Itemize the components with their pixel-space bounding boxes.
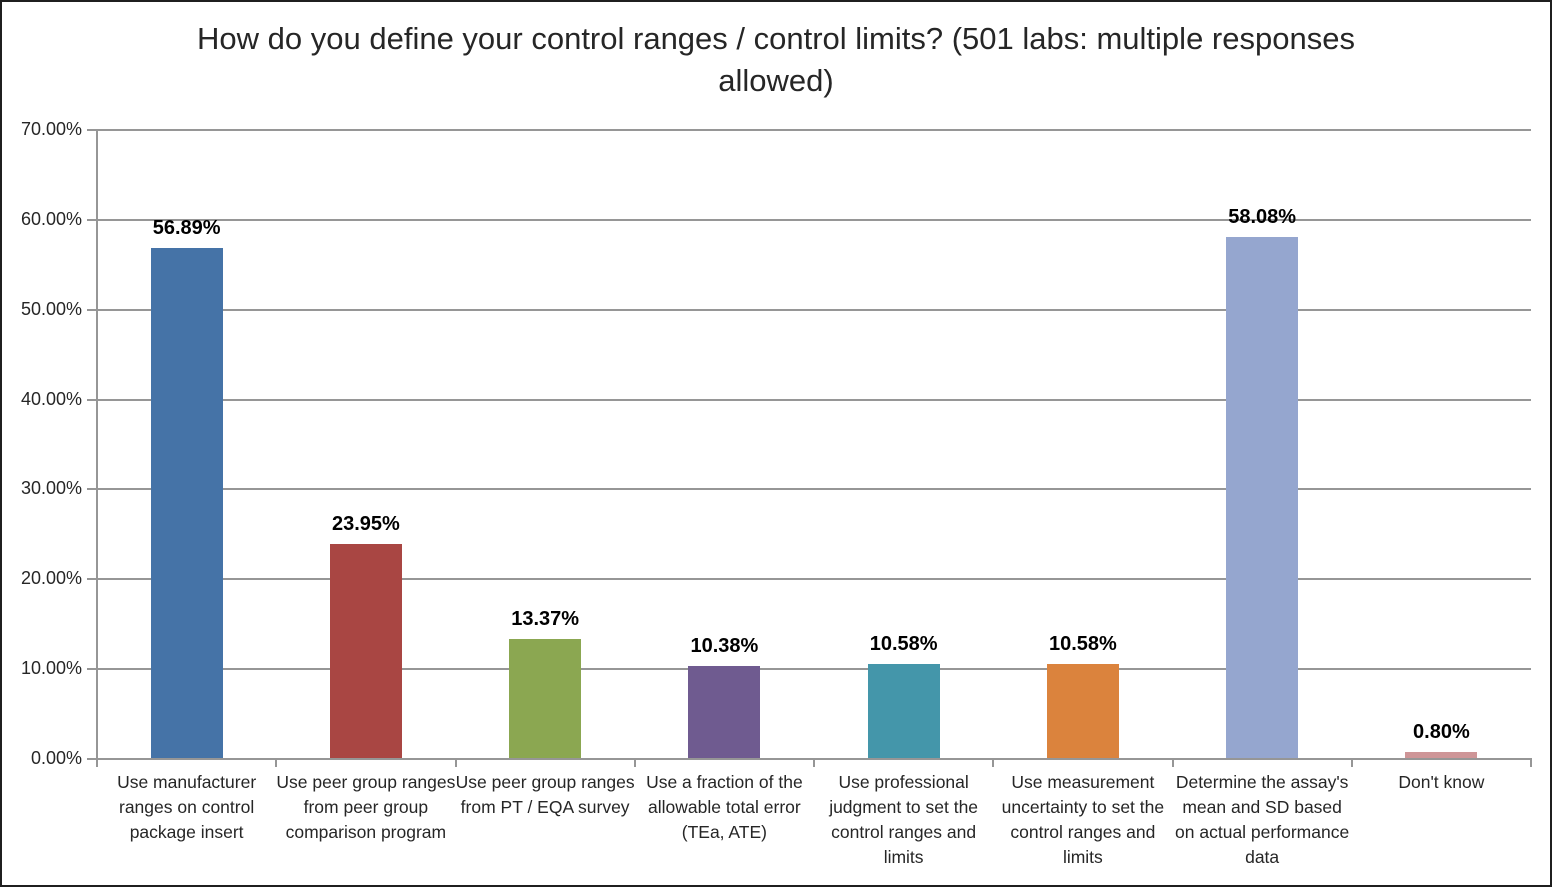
x-axis-tick — [633, 759, 636, 767]
gridline — [97, 578, 1531, 581]
value-label: 23.95% — [331, 512, 400, 535]
gridline — [97, 129, 1531, 131]
category-label: Use peer group ranges from peer group co… — [276, 772, 456, 842]
y-axis-tick-label: 60.00% — [20, 208, 82, 229]
y-axis-tick-label: 50.00% — [20, 298, 82, 319]
bar-1 — [150, 247, 223, 759]
y-axis-tick — [87, 578, 97, 581]
x-axis-tick — [992, 759, 995, 767]
gridline — [97, 398, 1531, 401]
y-axis-tick — [87, 668, 97, 671]
x-axis-tick — [1350, 759, 1353, 767]
x-axis-tick — [813, 759, 815, 767]
bar-2 — [329, 543, 402, 759]
y-axis-tick-label: 40.00% — [20, 388, 82, 409]
value-label: 56.89% — [152, 216, 221, 239]
category-label: Use professional judgment to set the con… — [829, 772, 979, 867]
value-label: 10.58% — [1048, 632, 1117, 655]
value-label: 0.80% — [1413, 720, 1470, 743]
category-label: Use measurement uncertainty to set the c… — [1001, 772, 1165, 867]
y-axis-tick — [87, 398, 97, 401]
y-axis-tick — [87, 758, 97, 760]
bar-6 — [1046, 663, 1119, 759]
x-axis-tick — [275, 759, 278, 767]
x-axis-tick — [96, 759, 98, 767]
x-axis-tick — [1171, 759, 1174, 767]
x-axis-tick — [454, 759, 457, 767]
bar-3 — [509, 638, 582, 759]
category-label: Don't know — [1398, 772, 1485, 792]
gridline — [97, 668, 1531, 671]
y-axis-tick-label: 0.00% — [30, 748, 82, 768]
y-axis-tick-label: 20.00% — [20, 568, 82, 589]
gridline — [97, 488, 1531, 491]
bar-4 — [688, 665, 761, 759]
y-axis-tick-label: 70.00% — [20, 119, 82, 139]
y-axis-tick — [87, 488, 97, 491]
value-label: 10.58% — [869, 632, 938, 655]
y-axis-tick — [87, 308, 97, 311]
y-axis-tick — [87, 129, 97, 131]
value-label: 13.37% — [511, 607, 580, 630]
bar-8 — [1405, 751, 1478, 759]
value-label: 58.08% — [1228, 206, 1297, 229]
gridline — [97, 218, 1531, 221]
bar-5 — [867, 663, 940, 759]
gridline — [97, 308, 1531, 311]
bar-7 — [1226, 237, 1299, 759]
category-label: Use peer group ranges from PT / EQA surv… — [455, 772, 635, 817]
category-label: Use a fraction of the allowable total er… — [646, 772, 803, 842]
chart-title: How do you define your control ranges / … — [197, 21, 1355, 98]
y-axis-tick-label: 30.00% — [20, 478, 82, 499]
y-axis-tick-label: 10.00% — [20, 658, 82, 679]
category-label: Use manufacturer ranges on control packa… — [117, 772, 257, 842]
y-axis-line — [96, 130, 98, 761]
category-label: Determine the assay's mean and SD based … — [1175, 772, 1350, 867]
value-label: 10.38% — [690, 634, 759, 657]
y-axis-tick — [87, 218, 97, 221]
x-axis-tick — [1530, 759, 1532, 767]
plot-area: 56.89% 23.95% 13.37% 10.38% 10.58% 10.58% 58.0… — [97, 129, 1531, 759]
